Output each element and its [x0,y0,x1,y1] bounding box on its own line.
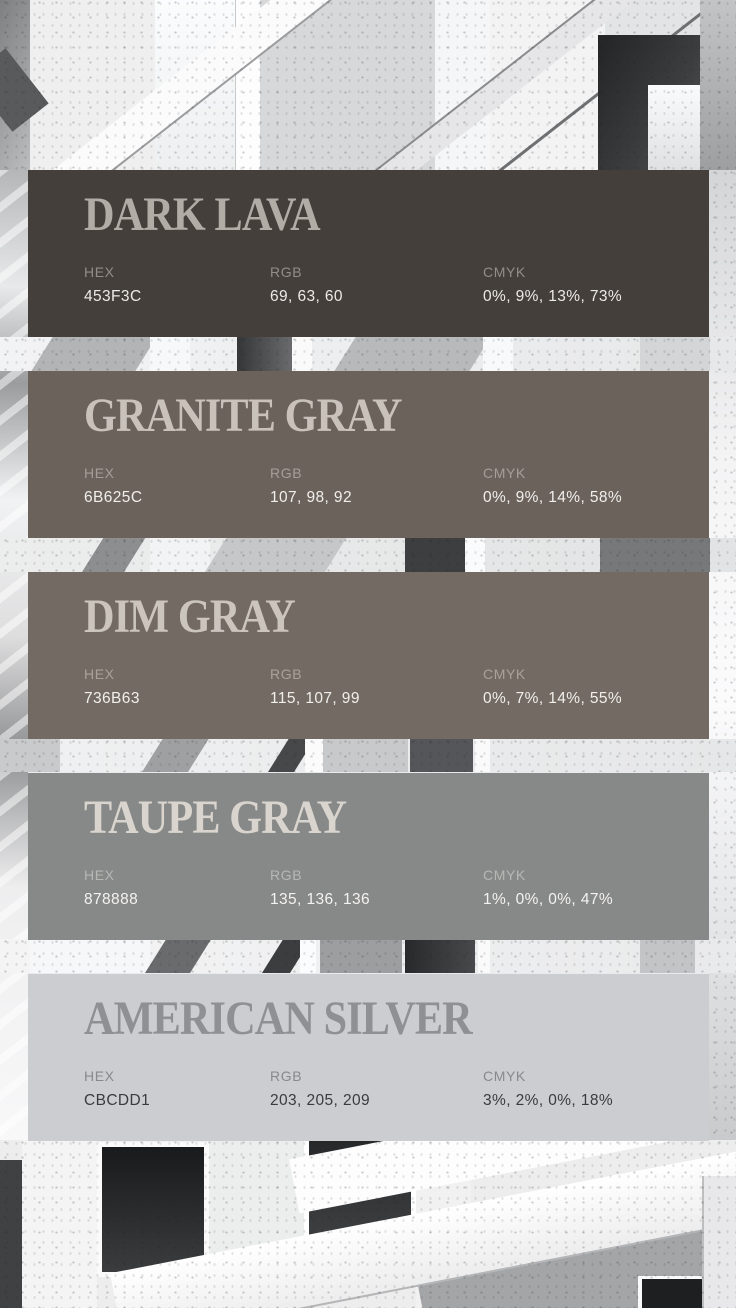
color-name: DIM GRAY [84,590,296,643]
background-gap-strip [0,739,736,772]
concrete-column [150,538,210,572]
window-frame [465,538,485,572]
rgb-column: RGB 115, 107, 99 [270,667,360,707]
rgb-value: 107, 98, 92 [270,489,352,506]
hex-column: HEX 878888 [84,868,138,908]
dark-window-opening [405,538,465,572]
hex-column: HEX 6B625C [84,466,142,506]
cmyk-label: CMYK [483,867,526,883]
hex-value: 453F3C [84,288,142,305]
hex-column: HEX 736B63 [84,667,140,707]
palette-card-list: DARK LAVA HEX 453F3C RGB 69, 63, 60 CMYK… [28,170,709,1141]
color-card: DARK LAVA HEX 453F3C RGB 69, 63, 60 CMYK… [28,170,709,337]
concrete-panel [323,739,408,772]
rgb-label: RGB [270,264,303,280]
concrete-pillar [700,0,736,170]
background-left-margin [0,170,28,1140]
concrete-panel [600,538,710,572]
concrete-column [150,337,190,371]
color-name: TAUPE GRAY [84,791,347,844]
cmyk-label: CMYK [483,666,526,682]
rgb-value: 115, 107, 99 [270,690,360,707]
concrete-panel [0,739,60,772]
color-card: AMERICAN SILVER HEX CBCDD1 RGB 203, 205,… [28,974,709,1141]
dark-window-opening [638,1276,702,1308]
hex-value: CBCDD1 [84,1092,151,1109]
rgb-label: RGB [270,465,303,481]
hex-label: HEX [84,264,115,280]
hex-column: HEX 453F3C [84,265,142,305]
color-name: GRANITE GRAY [84,389,403,442]
hex-label: HEX [84,867,115,883]
cmyk-column: CMYK 0%, 9%, 13%, 73% [483,265,622,305]
concrete-panel [320,939,402,973]
hex-value: 736B63 [84,690,140,707]
rgb-value: 135, 136, 136 [270,891,371,908]
rgb-column: RGB 203, 205, 209 [270,1069,370,1109]
cmyk-value: 0%, 9%, 13%, 73% [483,288,623,305]
cmyk-label: CMYK [483,264,526,280]
hex-label: HEX [84,666,115,682]
concrete-panel [640,337,710,371]
cmyk-label: CMYK [483,1068,526,1084]
concrete-column [483,337,513,371]
cmyk-value: 0%, 7%, 14%, 55% [483,690,623,707]
rgb-label: RGB [270,867,303,883]
window-frame [292,337,312,371]
window-frame [478,939,490,973]
rgb-column: RGB 107, 98, 92 [270,466,352,506]
color-card: GRANITE GRAY HEX 6B625C RGB 107, 98, 92 … [28,371,709,538]
cmyk-column: CMYK 0%, 7%, 14%, 55% [483,667,622,707]
color-card: DIM GRAY HEX 736B63 RGB 115, 107, 99 CMY… [28,572,709,739]
dark-window [97,1142,209,1277]
color-card: TAUPE GRAY HEX 878888 RGB 135, 136, 136 … [28,773,709,940]
background-bottom-facade [0,1140,736,1308]
background-gap-strip [0,337,736,371]
cmyk-label: CMYK [483,465,526,481]
color-name: DARK LAVA [84,188,321,241]
window-reflection [648,85,700,170]
rgb-label: RGB [270,666,303,682]
concrete-panel [640,939,695,973]
hex-label: HEX [84,1068,115,1084]
cmyk-column: CMYK 3%, 2%, 0%, 18% [483,1069,613,1109]
window-frame [475,739,490,772]
hex-value: 6B625C [84,489,143,506]
hex-column: HEX CBCDD1 [84,1069,150,1109]
background-right-margin [709,170,736,1140]
concrete-pillar [702,1176,736,1308]
rgb-value: 69, 63, 60 [270,288,343,305]
rgb-label: RGB [270,1068,303,1084]
color-name: AMERICAN SILVER [84,992,473,1045]
dark-window-opening [410,739,473,772]
dark-window-opening [405,939,475,973]
rgb-column: RGB 69, 63, 60 [270,265,343,305]
window-frame [305,739,323,772]
background-gap-strip [0,538,736,572]
rgb-value: 203, 205, 209 [270,1092,371,1109]
cmyk-value: 3%, 2%, 0%, 18% [483,1092,614,1109]
dark-window-opening [0,1160,22,1308]
concrete-column [30,939,150,973]
hex-value: 878888 [84,891,139,908]
rgb-column: RGB 135, 136, 136 [270,868,370,908]
window-frame [300,939,316,973]
cmyk-value: 1%, 0%, 0%, 47% [483,891,614,908]
background-gap-strip [0,939,736,973]
background-top-facade [0,0,736,170]
dark-window-opening [237,337,292,371]
cmyk-column: CMYK 1%, 0%, 0%, 47% [483,868,613,908]
cmyk-value: 0%, 9%, 14%, 58% [483,489,623,506]
cmyk-column: CMYK 0%, 9%, 14%, 58% [483,466,622,506]
hex-label: HEX [84,465,115,481]
concrete-column [22,1140,97,1308]
